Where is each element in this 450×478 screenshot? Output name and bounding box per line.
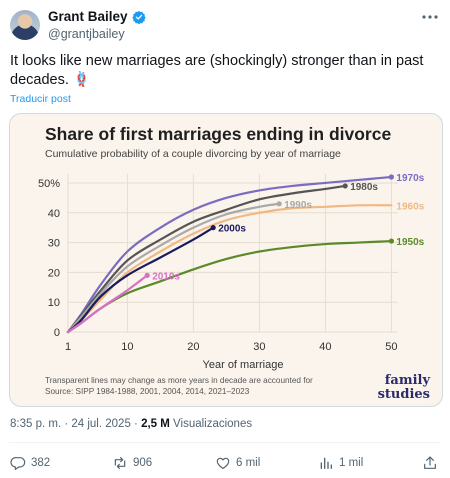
repost-icon (114, 457, 126, 469)
share-icon (424, 456, 436, 469)
series-label-1990s: 1990s (284, 200, 312, 211)
y-axis-ticks: 0 10 20 30 40 50% (38, 178, 60, 339)
x-tick-label: 40 (319, 341, 331, 353)
series-label-1960s: 1960s (396, 201, 424, 212)
series-end-marker-2010s (144, 272, 150, 278)
like-icon (216, 457, 230, 469)
tweet-text: It looks like new marriages are (shockin… (10, 53, 424, 88)
divorce-chart: Share of first marriages ending in divor… (38, 124, 431, 402)
series-line-1970s (66, 175, 393, 334)
series-end-marker-2000s (210, 225, 216, 231)
like-count: 6 mil (236, 457, 261, 469)
chart-source: Source: SIPP 1984-1988, 2001, 2004, 2014… (45, 387, 250, 396)
family-studies-logo-line2: studies (378, 387, 430, 402)
series-labels: 1970s 1980s 1990s 1960s 2000s 1950s 2010s (152, 173, 424, 282)
series-line-2010s (66, 274, 149, 334)
series-end-marker-1970s (388, 174, 394, 180)
views-count: 2,5 M (141, 418, 170, 430)
y-tick-label: 40 (48, 208, 60, 220)
views-button[interactable]: 1 mil (318, 455, 363, 471)
divider (9, 442, 441, 443)
series-end-marker-1980s (342, 183, 348, 189)
views-action-count: 1 mil (339, 457, 364, 469)
reply-button[interactable]: 382 (10, 455, 50, 471)
more-options-icon[interactable] (420, 10, 440, 24)
y-tick-label: 0 (54, 327, 60, 339)
series-label-1980s: 1980s (350, 182, 378, 193)
views-label: Visualizaciones (173, 418, 253, 430)
reply-icon (10, 457, 26, 470)
tweet-header: Grant Bailey @grantjbailey (0, 0, 450, 48)
chart-title: Share of first marriages ending in divor… (45, 124, 391, 144)
tweet-time: 8:35 p. m. (10, 418, 62, 430)
y-tick-label: 50% (38, 178, 60, 190)
translate-post-link[interactable]: Traducir post (10, 93, 71, 105)
y-tick-label: 20 (48, 267, 60, 279)
repost-button[interactable]: 906 (112, 455, 152, 471)
series-line-1950s (66, 239, 393, 334)
x-tick-label: 20 (187, 341, 199, 353)
chart-subtitle: Cumulative probability of a couple divor… (45, 148, 341, 160)
share-button[interactable] (422, 455, 438, 471)
author-name-row: Grant Bailey (48, 9, 146, 24)
views-bar-icon (320, 457, 332, 469)
tweet-timestamp[interactable]: 8:35 p. m. · 24 jul. 2025 · 2,5 M Visual… (10, 418, 253, 430)
reply-count: 382 (31, 457, 51, 469)
x-tick-label: 50 (385, 341, 397, 353)
series-label-1950s: 1950s (396, 237, 424, 248)
series-line-2000s (66, 226, 215, 334)
series-lines (66, 174, 394, 334)
tweet-date: 24 jul. 2025 (71, 418, 131, 430)
like-button[interactable]: 6 mil (215, 455, 260, 471)
y-tick-label: 30 (48, 238, 60, 250)
verified-badge-icon (131, 10, 146, 24)
series-line-1980s (66, 184, 347, 334)
series-line-1960s (66, 204, 393, 334)
series-end-marker-1990s (276, 201, 282, 207)
series-end-marker-1950s (388, 238, 394, 244)
x-axis-ticks: 1 10 20 30 40 50 (65, 341, 398, 353)
series-label-1970s: 1970s (396, 173, 424, 184)
series-label-2000s: 2000s (218, 224, 246, 235)
family-studies-logo: family (385, 373, 431, 388)
tweet-media-chart[interactable]: Share of first marriages ending in divor… (9, 113, 443, 407)
avatar[interactable] (10, 10, 40, 40)
x-tick-label: 1 (65, 341, 71, 353)
repost-count: 906 (133, 457, 153, 469)
author-display-name[interactable]: Grant Bailey (48, 9, 128, 24)
tweet-action-bar: 382 906 6 mil 1 mil (0, 455, 450, 475)
chart-grid (67, 174, 398, 333)
author-handle[interactable]: @grantjbailey (48, 27, 125, 41)
x-tick-label: 10 (121, 341, 133, 353)
series-label-2010s: 2010s (152, 271, 180, 282)
x-tick-label: 30 (253, 341, 265, 353)
chart-note: Transparent lines may change as more yea… (45, 376, 313, 385)
x-axis-label: Year of marriage (203, 359, 284, 371)
y-tick-label: 10 (48, 297, 60, 309)
series-line-1990s (66, 202, 281, 334)
